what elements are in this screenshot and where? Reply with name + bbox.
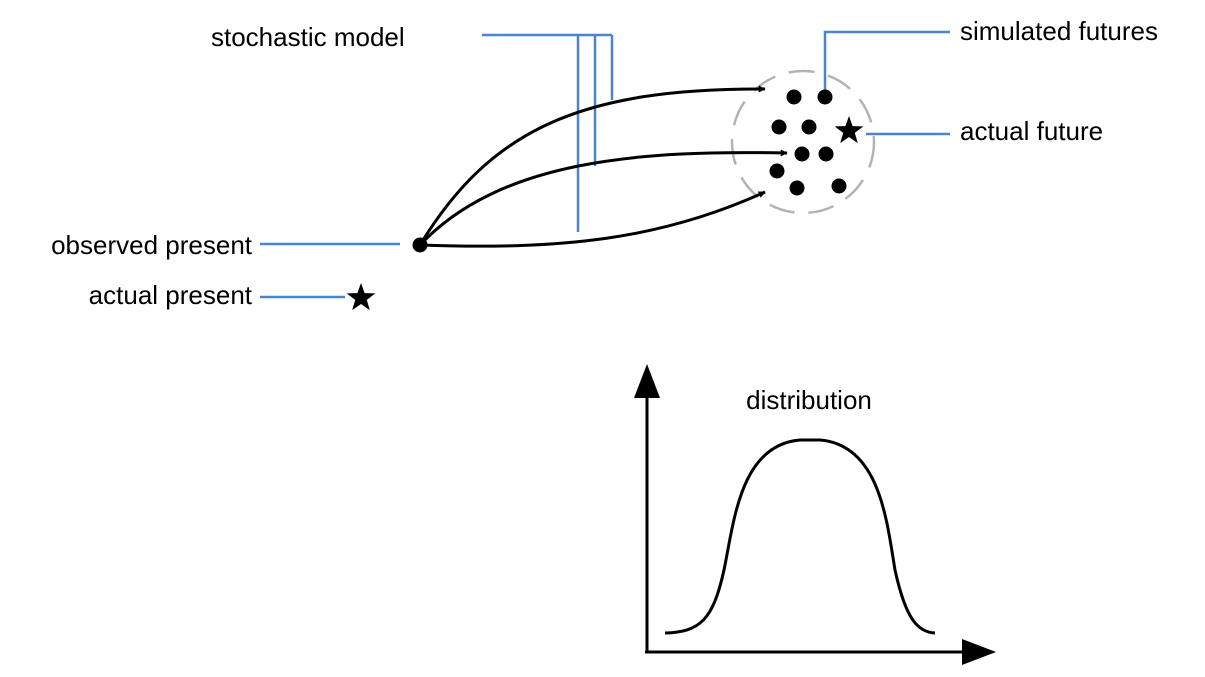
distribution-curve [664, 438, 936, 635]
actual-present-label: actual present [89, 280, 253, 310]
distribution-plot [634, 364, 996, 665]
x-axis-arrowhead-icon [962, 639, 996, 665]
simulated-future-dot-icon [817, 89, 833, 105]
simulated-future-dot-icon [769, 163, 785, 179]
stochastic-model-leader [482, 33, 614, 232]
simulated-future-dot-icon [771, 119, 787, 135]
simulated-futures-label: simulated futures [960, 16, 1158, 46]
leader-lines [260, 30, 950, 299]
actual-future-label: actual future [960, 116, 1103, 146]
simulated-future-dot-icon [831, 178, 847, 194]
simulated-futures-leader [823, 30, 950, 99]
future-region-outline [730, 69, 876, 215]
simulated-future-dot-icon [801, 119, 817, 135]
simulated-future-dot-icon [789, 180, 805, 196]
simulated-future-dot-icon [794, 146, 810, 162]
observed-present-label: observed present [51, 230, 253, 260]
observed-present-dot-icon [412, 237, 428, 253]
model-trajectories [418, 85, 788, 248]
trajectory-arrow-middle [418, 149, 788, 247]
trajectory-arrow-upper [418, 85, 766, 246]
distribution-label: distribution [746, 385, 872, 415]
trajectory-arrow-lower [419, 190, 766, 248]
actual-future-star-icon [834, 116, 864, 144]
actual-present-star-icon [346, 283, 376, 311]
simulated-future-dot-icon [818, 146, 834, 162]
y-axis-arrowhead-icon [634, 364, 660, 398]
simulated-future-dot-icon [786, 89, 802, 105]
simulated-futures-dots [769, 89, 847, 196]
stochastic-model-label: stochastic model [211, 22, 405, 52]
